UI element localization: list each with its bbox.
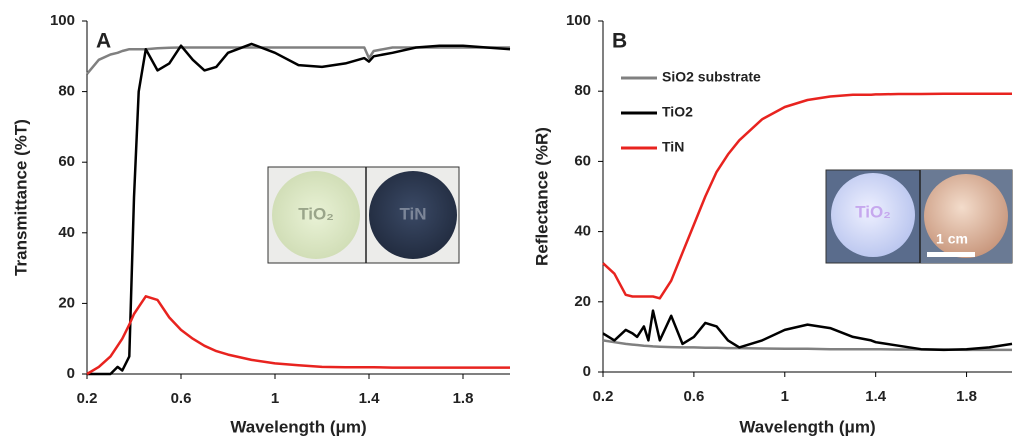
y-tick-label: 80 (574, 82, 591, 99)
y-tick-label: 100 (566, 12, 591, 29)
x-tick-label: 1.4 (865, 388, 887, 405)
y-tick-label: 20 (574, 293, 591, 310)
y-tick-label: 80 (58, 83, 75, 100)
x-axis-label: Wavelength (μm) (739, 417, 875, 436)
panel: 0 20 40 60 80 100 0.2 0.6 1 1.4 1.8 Wavelength (μm)… (11, 12, 511, 436)
y-tick-label: 60 (574, 152, 591, 169)
series-line (602, 309, 1013, 352)
inset-photo: TiO₂ TiN (267, 166, 460, 264)
series-line (86, 46, 510, 75)
inset-photo: TiO₂ 1 cm (825, 169, 1013, 264)
x-tick-label: 1.4 (359, 390, 381, 407)
y-tick-label: 20 (58, 294, 75, 311)
y-axis-label: Transmittance (%T) (11, 119, 30, 276)
series-line (602, 92, 1012, 300)
x-tick-label: 0.2 (77, 390, 98, 407)
y-tick-label: 40 (58, 224, 75, 241)
inset-label: TiN (399, 204, 426, 223)
panel-label: A (96, 30, 111, 53)
x-tick-label: 1 (781, 388, 789, 405)
y-tick-label: 40 (574, 223, 591, 240)
panel-label: B (612, 30, 627, 53)
legend-label: TiO2 (662, 104, 693, 120)
x-tick-label: 0.6 (683, 388, 704, 405)
inset-label: TiO₂ (855, 202, 891, 221)
y-tick-label: 100 (50, 12, 75, 29)
panel: 0 20 40 60 80 100 0.2 0.6 1 1.4 1.8 Wavelength (μm)… (532, 12, 1013, 436)
scale-bar-label: 1 cm (936, 231, 968, 247)
x-tick-label: 1.8 (956, 388, 977, 405)
x-tick-label: 0.6 (171, 390, 192, 407)
legend-label: SiO2 substrate (662, 69, 761, 85)
inset-label: TiO₂ (298, 204, 334, 223)
x-tick-label: 1 (271, 390, 279, 407)
series-line (86, 295, 510, 376)
y-tick-label: 60 (58, 153, 75, 170)
series-line (87, 42, 511, 376)
y-axis-label: Reflectance (%R) (532, 127, 551, 266)
y-tick-label: 0 (67, 365, 75, 382)
series-line (602, 339, 1012, 352)
legend-label: TiN (662, 139, 684, 155)
x-tick-label: 0.2 (593, 388, 614, 405)
x-tick-label: 1.8 (453, 390, 474, 407)
x-axis-label: Wavelength (μm) (230, 417, 366, 436)
y-tick-label: 0 (583, 363, 591, 380)
